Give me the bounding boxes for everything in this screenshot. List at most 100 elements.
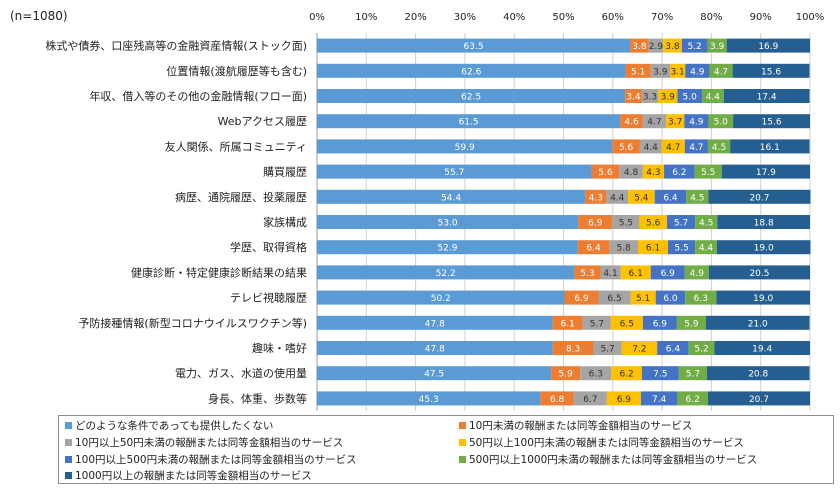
data-label: 5.2 — [694, 345, 708, 355]
data-label: 4.4 — [699, 244, 714, 254]
bar-segment — [317, 139, 613, 154]
legend-swatch — [65, 472, 72, 479]
bar-segment — [612, 139, 640, 154]
data-label: 18.8 — [754, 219, 774, 229]
data-label: 52.2 — [436, 269, 456, 279]
bar-segment — [708, 265, 810, 280]
bar-segment — [600, 265, 621, 280]
data-label: 5.6 — [598, 168, 613, 178]
data-label: 6.3 — [694, 294, 708, 304]
bar-segment — [619, 164, 643, 179]
bar-segment — [606, 391, 641, 406]
bar-segment — [641, 89, 659, 103]
bar-segment — [625, 63, 651, 78]
bar-segment — [657, 341, 689, 355]
bar-segment — [552, 341, 594, 355]
data-label: 3.9 — [661, 93, 676, 103]
bar-segment — [654, 189, 687, 204]
bar-segment — [707, 38, 727, 53]
data-label: 45.3 — [419, 395, 439, 405]
bar-segment — [598, 290, 631, 305]
bar-segment — [630, 290, 656, 305]
data-label: 7.4 — [652, 395, 667, 405]
bar-segment — [578, 215, 613, 229]
data-label: 20.8 — [748, 370, 768, 380]
legend-label: 500円以上1000円未満の報酬または同等金額相当のサービス — [469, 454, 758, 466]
data-label: 6.9 — [574, 294, 589, 304]
data-label: 53.0 — [438, 219, 458, 229]
category-labels: 株式や債券、口座残高等の金融資産情報(ストック面) 位置情報(渡航履歴等も含む) 年… — [45, 39, 307, 406]
data-label: 7.5 — [653, 370, 667, 380]
data-label: 8.3 — [566, 345, 580, 355]
data-label: 15.6 — [762, 118, 782, 128]
x-tick-label: 0% — [309, 12, 325, 23]
bar-segment — [655, 290, 686, 305]
data-label: 19.0 — [753, 294, 773, 304]
bar-segment — [706, 366, 810, 381]
bar-segment — [609, 240, 638, 255]
x-tick-label: 30% — [454, 12, 476, 23]
data-label: 6.1 — [646, 244, 660, 254]
category-label: 位置情報(渡航履歴等も含む) — [166, 64, 307, 78]
bar-segment — [580, 366, 612, 381]
data-label: 20.5 — [749, 269, 769, 279]
data-label: 4.8 — [624, 168, 639, 178]
data-labels: 63.5 3.8 2.9 3.8 5.2 3.9 16.962.6 5.1 3.9 3.1 4.9 4… — [419, 42, 782, 405]
data-label: 4.9 — [690, 269, 705, 279]
data-label: 3.9 — [653, 67, 668, 77]
bar-segment — [667, 215, 696, 229]
data-label: 3.7 — [668, 118, 682, 128]
bar-segment — [707, 391, 810, 406]
legend-item: 10円以上50円未満の報酬または同等金額相当のサービス — [65, 436, 343, 449]
x-tick-label: 50% — [552, 12, 574, 23]
data-label: 5.0 — [683, 93, 698, 103]
data-label: 4.7 — [689, 143, 703, 153]
bar-segment — [714, 341, 810, 355]
bar-segment — [678, 366, 707, 381]
category-label: 株式や債券、口座残高等の金融資産情報(ストック面) — [45, 39, 307, 53]
bar-segment — [666, 114, 685, 129]
data-label: 5.7 — [600, 345, 614, 355]
bar-segment — [705, 315, 810, 330]
data-label: 4.7 — [647, 118, 661, 128]
bar-segment — [317, 189, 586, 204]
data-label: 4.5 — [712, 143, 726, 153]
category-label: 予防接種情報(新型コロナウイルスワクチン等) — [78, 316, 307, 330]
data-label: 5.7 — [674, 219, 688, 229]
bar-segment — [709, 63, 733, 78]
bar-segment — [721, 164, 810, 179]
bar-segment — [577, 240, 610, 255]
bar-segment — [610, 315, 643, 330]
bar-segment — [688, 341, 715, 355]
bars — [317, 38, 811, 406]
data-label: 6.0 — [663, 294, 678, 304]
data-label: 3.8 — [632, 42, 647, 52]
bar-segment — [677, 89, 703, 103]
data-label: 4.5 — [699, 219, 713, 229]
bar-segment — [694, 164, 722, 179]
bar-segment — [663, 38, 682, 53]
bar-segment — [642, 164, 665, 179]
data-label: 20.7 — [749, 395, 769, 405]
bar-segment — [650, 63, 670, 78]
data-label: 5.9 — [684, 319, 699, 329]
bar-segment — [317, 164, 592, 179]
bar-segment — [684, 139, 708, 154]
legend-swatch — [459, 422, 466, 429]
x-axis-tick-labels: 0% 10% 20% 30% 40% 50% 60% 70% 80% 90% 100% — [309, 12, 824, 23]
data-label: 5.6 — [646, 219, 661, 229]
bar-segment — [628, 189, 655, 204]
bar-segment — [716, 240, 811, 255]
category-label: 健康診断・特定健康診断結果の結果 — [131, 265, 307, 279]
data-label: 4.7 — [714, 67, 728, 77]
category-label: 家族構成 — [263, 215, 307, 229]
bar-segment — [585, 189, 607, 204]
data-label: 6.5 — [607, 294, 621, 304]
legend-item: 500円以上1000円未満の報酬または同等金額相当のサービス — [459, 453, 757, 466]
bar-segment — [640, 391, 678, 406]
bar-segment — [648, 38, 664, 53]
category-label: 身長、体重、歩数等 — [208, 391, 307, 405]
bar-segment — [621, 341, 658, 355]
legend-swatch — [65, 456, 72, 463]
